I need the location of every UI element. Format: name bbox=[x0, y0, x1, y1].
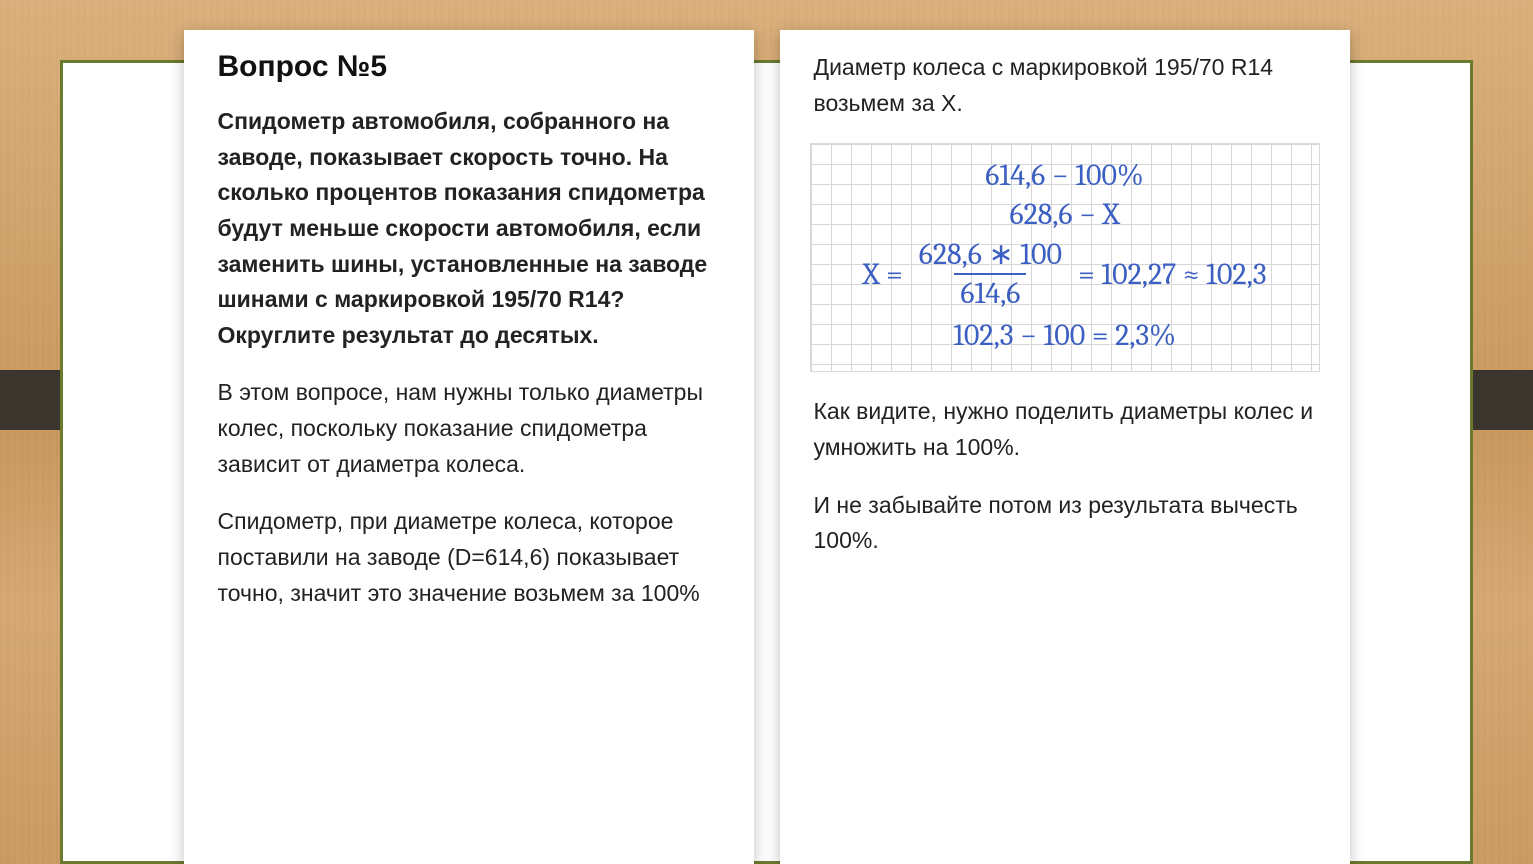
left-paragraph-3: Спидометр, при диаметре колеса, которое … bbox=[218, 504, 720, 611]
math-x-equals: X = bbox=[862, 257, 902, 292]
math-sep-2: − bbox=[1079, 197, 1102, 232]
math-equation: X = 628,6 ∗ 100 614,6 = 102,27 ≈ 102,3 bbox=[825, 238, 1305, 310]
math-fraction-num: 628,6 ∗ 100 bbox=[913, 238, 1068, 273]
right-paragraph-3: И не забывайте потом из результата вычес… bbox=[814, 488, 1316, 559]
card-left: Вопрос №5 Спидометр автомобиля, собранно… bbox=[184, 30, 754, 864]
cards-row: Вопрос №5 Спидометр автомобиля, собранно… bbox=[0, 0, 1533, 864]
math-val-x: X bbox=[1102, 197, 1119, 232]
question-text: Спидометр автомобиля, собранного на заво… bbox=[218, 104, 720, 353]
math-proportion-line-2: 628,6 − X bbox=[825, 197, 1305, 232]
right-intro: Диаметр колеса с маркировкой 195/70 R14 … bbox=[814, 50, 1316, 121]
math-sep-1: − bbox=[1052, 158, 1075, 193]
math-val-100pct: 100% bbox=[1075, 158, 1144, 193]
math-final-line: 102,3 − 100 = 2,3% bbox=[825, 318, 1305, 353]
math-fraction: 628,6 ∗ 100 614,6 bbox=[913, 238, 1068, 310]
math-fraction-den: 614,6 bbox=[954, 273, 1026, 310]
math-panel: 614,6 − 100% 628,6 − X X = 628,6 ∗ 100 6… bbox=[810, 143, 1320, 372]
question-title: Вопрос №5 bbox=[218, 50, 720, 84]
math-val-d1: 614,6 bbox=[985, 158, 1045, 193]
left-paragraph-2: В этом вопросе, нам нужны только диаметр… bbox=[218, 375, 720, 482]
math-val-d2: 628,6 bbox=[1009, 197, 1072, 232]
math-equals-result: = 102,27 ≈ 102,3 bbox=[1078, 257, 1267, 292]
card-right: Диаметр колеса с маркировкой 195/70 R14 … bbox=[780, 30, 1350, 864]
right-paragraph-2: Как видите, нужно поделить диаметры коле… bbox=[814, 394, 1316, 465]
math-proportion-line-1: 614,6 − 100% bbox=[825, 158, 1305, 193]
